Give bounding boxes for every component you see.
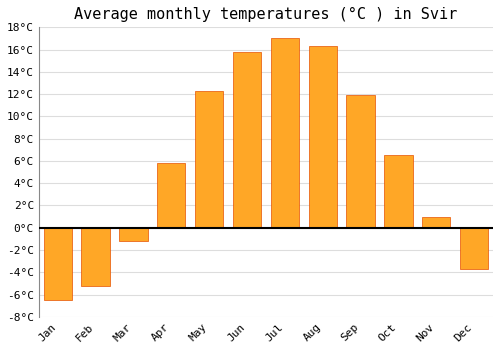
Bar	[233, 52, 261, 228]
Bar	[460, 228, 488, 269]
Bar	[422, 217, 450, 228]
Bar	[270, 38, 299, 228]
Bar	[384, 155, 412, 228]
Bar	[157, 163, 186, 228]
Bar	[82, 228, 110, 286]
Bar	[195, 91, 224, 228]
Title: Average monthly temperatures (°C ) in Svir: Average monthly temperatures (°C ) in Sv…	[74, 7, 458, 22]
Bar	[308, 46, 337, 228]
Bar	[346, 95, 375, 228]
Bar	[119, 228, 148, 241]
Bar	[44, 228, 72, 300]
